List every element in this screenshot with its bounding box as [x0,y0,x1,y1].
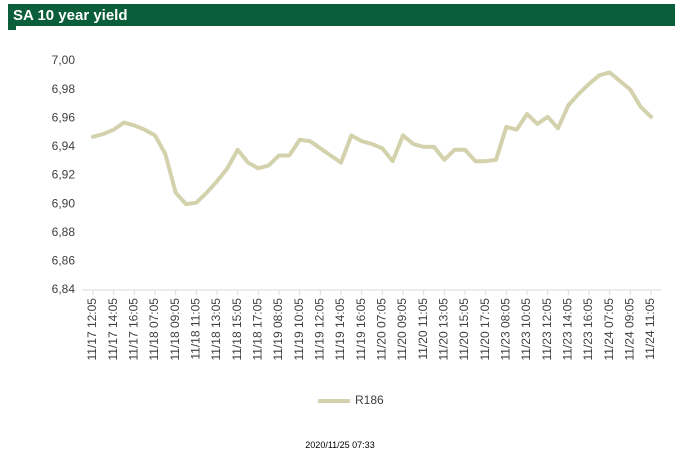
x-tick-label: 11/23 08:05 [499,298,513,361]
x-tick-label: 11/23 16:05 [581,298,595,361]
x-tick-label: 11/18 07:05 [147,298,161,361]
x-tick-label: 11/20 09:05 [395,298,409,361]
x-tick-label: 11/20 13:05 [437,298,451,361]
chart-title: SA 10 year yield [13,7,128,24]
x-tick-label: 11/23 10:05 [519,298,533,361]
x-tick-label: 11/18 11:05 [189,298,203,360]
x-tick-label: 11/18 17:05 [251,298,265,361]
x-tick-label: 11/19 10:05 [292,298,306,361]
x-tick-label: 11/18 09:05 [168,298,182,361]
x-tick-label: 11/18 15:05 [230,298,244,361]
y-tick-label: 6,98 [52,82,76,96]
x-tick-label: 11/20 07:05 [375,298,389,361]
x-tick-label: 11/17 12:05 [85,298,99,361]
x-tick-label: 11/19 08:05 [271,298,285,361]
line-series [91,70,653,207]
x-tick-label: 11/19 14:05 [333,298,347,361]
y-tick-label: 6,90 [52,196,76,210]
header-accent [8,26,16,30]
x-tick-label: 11/19 16:05 [354,298,368,361]
x-tick-label: 11/18 13:05 [209,298,223,361]
y-tick-label: 6,88 [52,225,76,239]
x-tick-label: 11/24 07:05 [602,298,616,361]
x-tick-label: 11/20 15:05 [457,298,471,361]
y-tick-label: 6,92 [52,168,76,182]
y-tick-label: 7,00 [52,53,76,67]
y-tick-label: 6,94 [52,139,76,153]
header-bar [8,4,675,26]
x-tick-label: 11/20 11:05 [416,298,430,360]
x-tick-label: 11/23 14:05 [561,298,575,361]
x-tick-label: 11/17 14:05 [106,298,120,361]
x-tick-label: 11/23 12:05 [540,298,554,361]
x-tick-label: 11/24 09:05 [623,298,637,361]
y-tick-label: 6,86 [52,254,76,268]
x-tick-label: 11/20 17:05 [478,298,492,361]
legend-label: R186 [355,393,384,407]
footer: 2020/11/25 07:33 [305,440,374,450]
x-tick-label: 11/24 11:05 [643,298,657,360]
x-tick-label: 11/17 16:05 [127,298,141,361]
x-tick-label: 11/19 12:05 [313,298,327,361]
y-tick-label: 6,96 [52,110,76,124]
y-tick-label: 6,84 [52,282,76,296]
